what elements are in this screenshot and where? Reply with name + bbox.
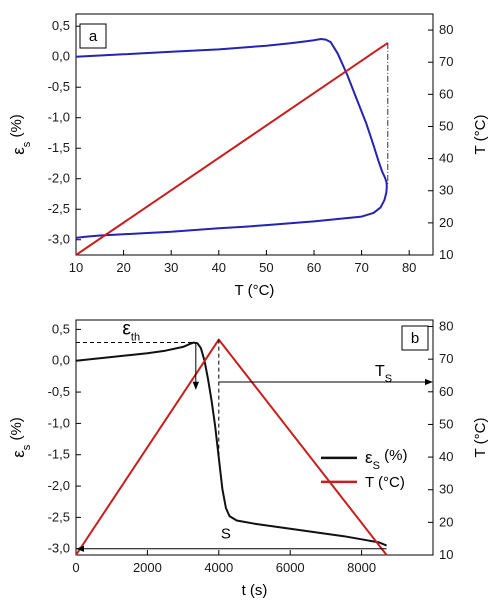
eps-th-label-sub: th (131, 332, 140, 344)
x-tick-label: 70 (354, 260, 368, 275)
y-tick-label: -2,5 (48, 201, 70, 216)
x-axis-title: t (s) (242, 582, 268, 599)
x-tick-label: 4000 (204, 560, 233, 575)
y-tick-label: -2,0 (48, 478, 70, 493)
legend-label-sub: S (373, 460, 380, 472)
y2-tick-label: 20 (439, 215, 453, 230)
y-axis-title-sub: s (21, 141, 33, 147)
y2-tick-label: 70 (439, 54, 453, 69)
s-label: S (221, 526, 231, 543)
y-axis-title-main: ε (9, 450, 28, 458)
y2-tick-label: 80 (439, 22, 453, 37)
series-line-0 (75, 341, 387, 547)
y2-tick-label: 30 (439, 183, 453, 198)
y-axis-title-sub: s (21, 444, 33, 450)
y2-tick-label: 20 (439, 514, 453, 529)
plot-frame (75, 319, 434, 556)
x-tick-label: 0 (72, 560, 79, 575)
x-tick-label: 10 (69, 260, 83, 275)
y-axis-title-main: ε (9, 147, 28, 155)
ts-label-sub: S (385, 373, 392, 385)
series-line-0 (75, 38, 388, 239)
panel-label: a (89, 28, 98, 45)
legend: εS (%) T (°C) (321, 447, 407, 491)
eps-th-label: εth (122, 319, 140, 344)
y-axis-title-unit: (%) (8, 417, 25, 445)
panel-label-box (401, 325, 429, 351)
legend-label-main: ε (365, 448, 373, 467)
x-tick-label: 60 (307, 260, 321, 275)
y2-axis-title: T (°C) (472, 418, 489, 458)
y2-tick-label: 80 (439, 319, 453, 334)
y-tick-label: -3,0 (48, 541, 70, 556)
y-tick-label: -1,5 (48, 140, 70, 155)
y-tick-label: -0,5 (48, 79, 70, 94)
x-tick-label: 6000 (276, 560, 305, 575)
y2-tick-label: 60 (439, 384, 453, 399)
y2-tick-label: 50 (439, 118, 453, 133)
series-line-1 (75, 42, 389, 256)
y-tick-label: 0,0 (52, 49, 70, 64)
x-tick-label: 80 (402, 260, 416, 275)
y-axis-title: εs (%) (8, 417, 33, 458)
y-tick-label: -3,0 (48, 232, 70, 247)
y2-tick-label: 10 (439, 247, 453, 262)
y2-tick-label: 50 (439, 416, 453, 431)
y-tick-label: -0,5 (48, 384, 70, 399)
plot-frame (75, 13, 434, 256)
legend-label-unit: (%) (380, 447, 408, 464)
legend-label-name: T (°C) (365, 474, 405, 491)
ts-label: TS (375, 363, 392, 385)
y-tick-label: -1,0 (48, 110, 70, 125)
panel-label-box (79, 23, 107, 49)
x-tick-label: 40 (212, 260, 226, 275)
series-line-1 (75, 338, 388, 556)
panel-a: 10 20 30 40 50 60 70 80 0,5 0,0 -0,5 -1,0 -1,5 -2,0 -2… (8, 13, 489, 299)
legend-label-1: T (°C) (365, 474, 405, 491)
y2-tick-label: 10 (439, 547, 453, 562)
panel-b: 0 2000 4000 6000 8000 0,5 0,0 -0,5 -1,0 -1,5 -2,0 -… (8, 319, 489, 599)
y-axis-title-unit: (%) (8, 114, 25, 142)
y-tick-label: -1,5 (48, 447, 70, 462)
eps-th-label-main: ε (122, 319, 131, 340)
x-tick-label: 30 (164, 260, 178, 275)
x-axis-title: T (°C) (235, 282, 275, 299)
y2-tick-label: 40 (439, 151, 453, 166)
panel-label: b (411, 330, 419, 347)
y2-tick-label: 40 (439, 449, 453, 464)
y-tick-label: -2,5 (48, 509, 70, 524)
legend-label-0: εS (%) (365, 447, 407, 472)
x-tick-label: 50 (259, 260, 273, 275)
x-tick-label: 20 (116, 260, 130, 275)
y-tick-label: -2,0 (48, 171, 70, 186)
y-axis-title: εs (%) (8, 114, 33, 155)
x-tick-label: 2000 (133, 560, 162, 575)
y-tick-label: 0,5 (52, 321, 70, 336)
ts-label-main: T (375, 363, 385, 380)
y-tick-label: 0,5 (52, 18, 70, 33)
y2-tick-label: 30 (439, 482, 453, 497)
y-tick-label: -1,0 (48, 415, 70, 430)
y2-axis-title: T (°C) (472, 115, 489, 155)
y2-tick-label: 70 (439, 351, 453, 366)
y-tick-label: 0,0 (52, 353, 70, 368)
x-tick-label: 8000 (347, 560, 376, 575)
y2-tick-label: 60 (439, 86, 453, 101)
